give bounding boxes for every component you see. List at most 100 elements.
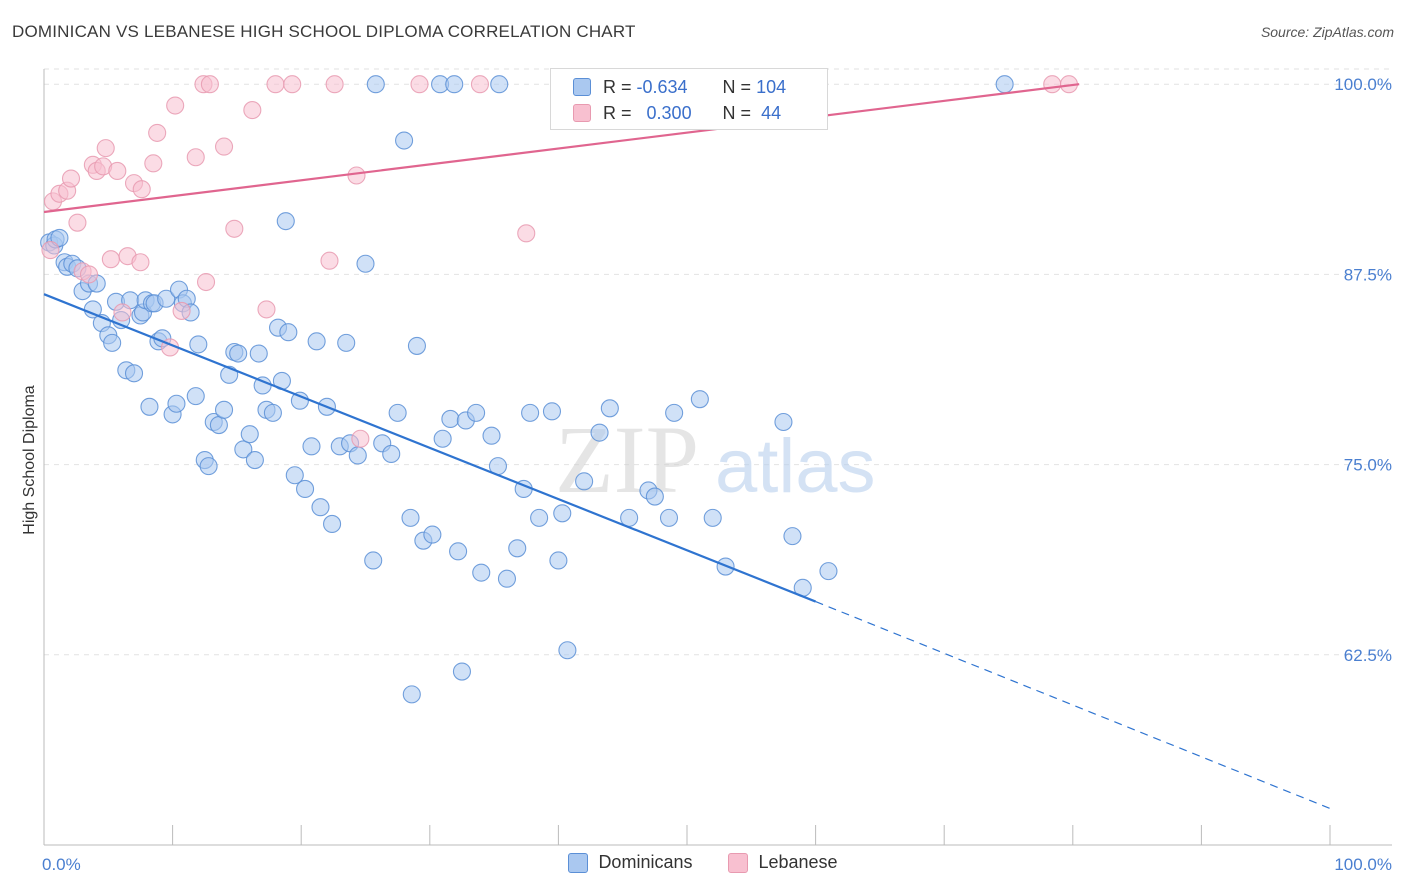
point-0-60 [311, 498, 330, 517]
trend-line-dominicans-extrapolated [815, 600, 1331, 810]
point-0-55 [285, 466, 304, 485]
point-1-14 [113, 303, 132, 322]
point-0-93 [575, 472, 594, 491]
data-points [40, 75, 1078, 704]
legend-r-value-dominicans: -0.634 [636, 76, 688, 97]
legend-n-label: N = [722, 102, 752, 123]
watermark-zip: ZIP [555, 406, 699, 513]
point-0-78 [441, 409, 460, 429]
point-1-30 [243, 101, 262, 120]
point-1-34 [320, 251, 339, 270]
point-1-0 [41, 241, 60, 260]
legend-r-label: R = [603, 76, 632, 97]
y-tick-label-1: 87.5% [1344, 265, 1392, 284]
y-tick-label-3: 62.5% [1344, 646, 1392, 665]
point-1-35 [325, 75, 344, 94]
point-0-89 [530, 508, 549, 527]
point-1-27 [196, 272, 216, 292]
point-1-18 [132, 180, 151, 199]
tick-labels: 100.0% 87.5% 75.0% 62.5% 0.0% 100.0% [42, 75, 1392, 874]
legend-r-label: R = [603, 102, 632, 123]
point-0-71 [388, 403, 407, 422]
point-0-14 [103, 333, 122, 352]
y-tick-label-2: 75.0% [1344, 456, 1392, 475]
point-0-85 [497, 569, 517, 588]
point-0-36 [189, 335, 208, 354]
point-0-77 [433, 429, 452, 448]
x-tick-label-1: 100.0% [1334, 855, 1392, 874]
point-0-66 [348, 446, 367, 465]
point-0-114 [445, 75, 464, 94]
y-axis-label: High School Diploma [21, 385, 38, 535]
series-legend-lebanese: Lebanese [728, 852, 838, 873]
point-1-32 [266, 75, 285, 94]
point-0-19 [124, 364, 144, 383]
point-0-82 [472, 563, 491, 582]
point-0-76 [423, 525, 442, 544]
legend-n-value-lebanese: 44 [761, 102, 782, 123]
series-legend: Dominicans Lebanese [0, 852, 1406, 873]
point-0-23 [140, 397, 159, 416]
point-0-45 [234, 440, 253, 459]
point-0-57 [296, 479, 315, 499]
y-tick-label-0: 100.0% [1334, 75, 1392, 94]
point-0-88 [521, 403, 540, 422]
series-label-dominicans: Dominicans [598, 852, 693, 872]
point-1-26 [200, 75, 219, 94]
legend-row-dominicans: R = -0.634 N = 104 [573, 74, 786, 100]
legend-n-label: N = [722, 76, 752, 97]
point-0-110 [558, 641, 577, 660]
point-1-42 [1043, 75, 1062, 94]
point-0-99 [659, 508, 679, 527]
point-0-117 [995, 75, 1014, 94]
point-0-3 [50, 228, 69, 247]
point-1-7 [79, 265, 99, 284]
point-1-37 [351, 429, 370, 448]
point-0-73 [401, 508, 420, 527]
point-0-92 [553, 504, 572, 523]
point-0-58 [302, 437, 321, 456]
point-0-112 [366, 75, 385, 94]
point-0-107 [819, 562, 838, 581]
point-0-90 [542, 402, 562, 421]
point-0-59 [307, 332, 326, 351]
point-0-72 [395, 131, 414, 150]
point-0-95 [600, 399, 619, 418]
series-swatch-dominicans [568, 852, 589, 873]
point-1-36 [347, 166, 366, 185]
point-0-115 [490, 75, 509, 94]
point-1-11 [96, 139, 115, 158]
legend-n-value-dominicans: 104 [756, 76, 787, 97]
point-0-30 [167, 394, 186, 413]
legend-row-lebanese: R = 0.300 N = 44 [573, 100, 781, 126]
point-0-38 [199, 457, 218, 476]
series-label-lebanese: Lebanese [758, 852, 838, 872]
point-0-51 [263, 403, 282, 422]
trend-lines [43, 83, 1331, 810]
point-1-5 [68, 213, 87, 232]
point-0-108 [402, 685, 421, 704]
stats-legend: R = -0.634 N = 104 R = 0.300 N = 44 [550, 68, 828, 130]
point-0-40 [209, 415, 228, 435]
point-0-109 [452, 662, 472, 681]
trend-line-lebanese [43, 83, 1080, 214]
watermark-atlas: atlas [715, 424, 876, 509]
point-0-98 [645, 487, 664, 506]
point-0-81 [467, 403, 486, 422]
point-0-101 [690, 390, 709, 409]
point-0-48 [249, 344, 268, 363]
point-1-29 [225, 219, 244, 238]
point-0-83 [482, 426, 501, 445]
legend-swatch-dominicans [573, 78, 591, 96]
point-1-33 [283, 75, 302, 94]
point-0-44 [229, 344, 248, 363]
point-0-54 [279, 323, 298, 342]
point-0-102 [703, 508, 722, 527]
point-0-35 [186, 387, 205, 406]
point-0-28 [157, 289, 176, 308]
point-0-104 [774, 412, 793, 432]
point-0-70 [382, 444, 401, 464]
series-legend-dominicans: Dominicans [568, 852, 692, 873]
point-0-94 [590, 423, 609, 442]
x-tick-label-0: 0.0% [42, 855, 81, 874]
